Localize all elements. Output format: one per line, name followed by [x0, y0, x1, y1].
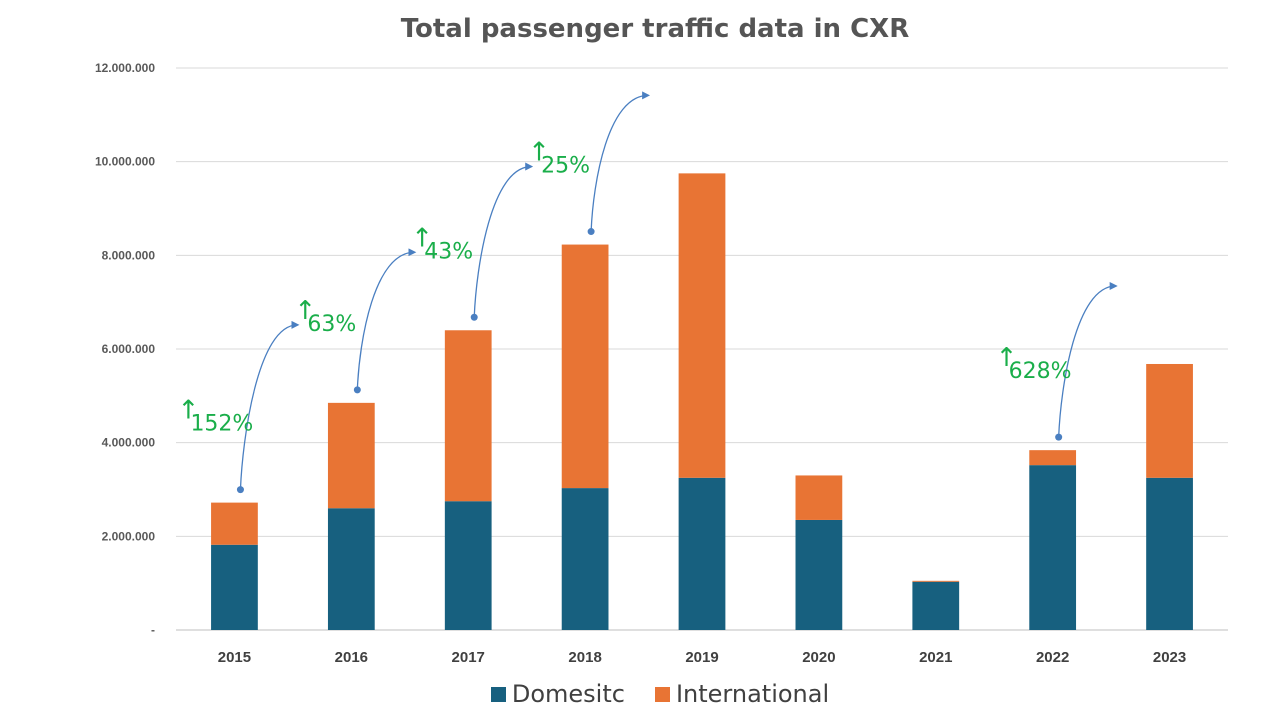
- bar-domestic-2015: [211, 544, 258, 630]
- growth-up-arrow: ↑: [528, 138, 550, 168]
- legend-item-domestic: Domesitc: [490, 680, 625, 708]
- growth-connector-arrow: [473, 162, 534, 318]
- bar-international-2021: [912, 580, 960, 582]
- growth-label: 152%: [190, 412, 253, 437]
- bar-international-2020: [795, 475, 843, 520]
- bar-international-2015: [211, 502, 258, 545]
- legend-swatch-international: [654, 686, 670, 702]
- legend-swatch-domestic: [490, 686, 506, 702]
- bars: [211, 173, 1193, 630]
- x-tick-label: 2023: [1153, 649, 1186, 666]
- growth-connector-arrow: [239, 320, 300, 490]
- growth-label: 63%: [307, 312, 356, 337]
- x-tick-label: 2020: [802, 649, 835, 666]
- growth-up-arrow: ↑: [996, 343, 1018, 373]
- x-tick-label: 2021: [919, 649, 952, 666]
- y-axis-ticks: - 2.000.000 4.000.000 6.000.000 8.000.000 10.…: [95, 61, 155, 637]
- x-tick-label: 2018: [568, 649, 601, 666]
- bar-domestic-2020: [795, 519, 843, 630]
- y-tick-label: 12.000.000: [95, 61, 155, 75]
- bar-international-2023: [1146, 363, 1193, 478]
- bar-domestic-2023: [1146, 477, 1193, 630]
- growth-label: 628%: [1009, 359, 1072, 384]
- growth-up-arrow: ↑: [177, 396, 199, 426]
- bar-domestic-2019: [678, 477, 726, 630]
- legend-label-international: International: [675, 680, 830, 708]
- bar-international-2018: [561, 244, 609, 489]
- legend-label-domestic: Domesitc: [511, 680, 625, 708]
- x-tick-label: 2016: [335, 649, 368, 666]
- bar-domestic-2016: [327, 508, 375, 630]
- bar-domestic-2021: [912, 581, 960, 630]
- bar-domestic-2018: [561, 488, 609, 630]
- legend-item-international: International: [654, 680, 830, 708]
- x-tick-label: 2015: [218, 649, 251, 666]
- y-tick-label: -: [151, 623, 155, 637]
- growth-connector-arrow: [1058, 282, 1118, 438]
- x-axis-ticks: 2015 2016 2017 2018 2019 2020 2021 2022 2023: [218, 649, 1186, 666]
- bar-international-2017: [444, 330, 492, 502]
- growth-up-arrow: ↑: [411, 223, 433, 253]
- y-tick-label: 4.000.000: [102, 436, 156, 450]
- x-tick-label: 2019: [685, 649, 718, 666]
- bar-domestic-2017: [444, 501, 492, 630]
- y-tick-label: 8.000.000: [102, 248, 156, 262]
- bar-international-2016: [327, 402, 375, 509]
- chart-title: Total passenger traffic data in CXR: [400, 14, 910, 44]
- legend: Domesitc International: [0, 680, 1280, 708]
- x-tick-label: 2022: [1036, 649, 1069, 666]
- growth-connector-arrow: [590, 91, 651, 232]
- growth-label: 43%: [424, 239, 473, 264]
- bar-international-2022: [1029, 450, 1077, 466]
- growth-up-arrow: ↑: [294, 296, 316, 326]
- growth-connector-arrow: [356, 248, 417, 390]
- bar-international-2019: [678, 173, 726, 478]
- y-tick-label: 10.000.000: [95, 155, 155, 169]
- growth-annotations: ↑152%↑63%↑43%↑25%↑628%: [177, 91, 1118, 494]
- x-tick-label: 2017: [452, 649, 485, 666]
- bar-domestic-2022: [1029, 465, 1077, 630]
- growth-label: 25%: [541, 154, 590, 179]
- y-tick-label: 2.000.000: [102, 529, 156, 543]
- y-tick-label: 6.000.000: [102, 342, 156, 356]
